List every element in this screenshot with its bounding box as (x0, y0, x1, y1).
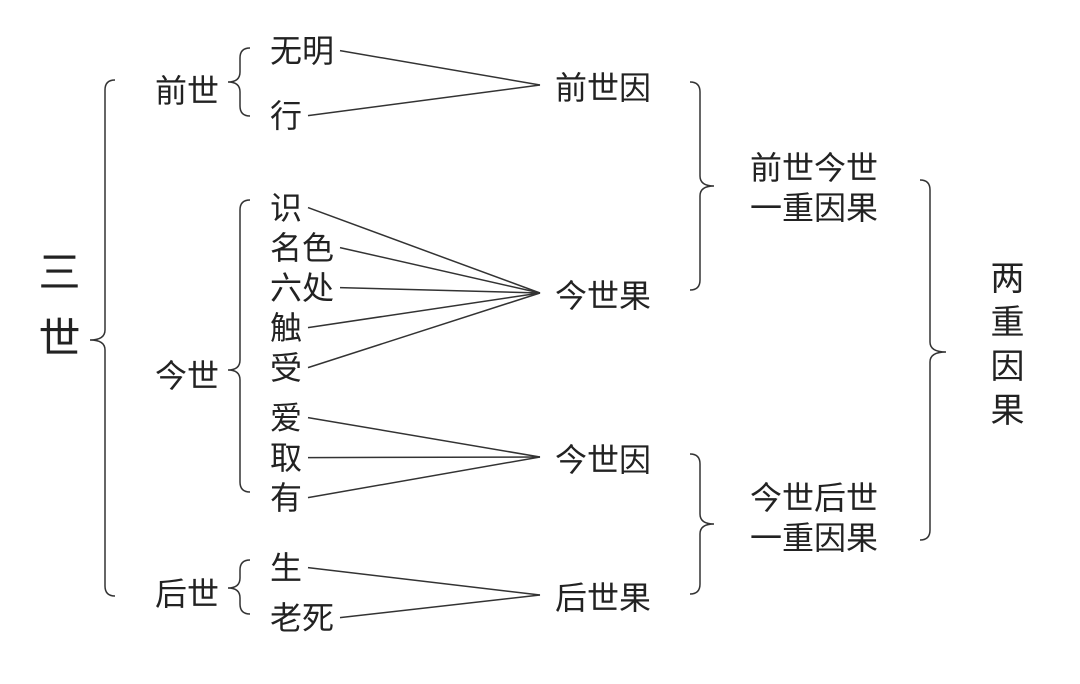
leaf-shou: 受 (270, 350, 302, 382)
mid-present-effect: 今世果 (555, 278, 651, 310)
leaf-sheng: 生 (270, 550, 302, 582)
leaf-mingse: 名色 (270, 230, 334, 262)
leaf-liuchu: 六处 (270, 270, 334, 302)
leaf-xing: 行 (270, 98, 302, 130)
level1-future: 后世 (155, 576, 219, 608)
level1-present: 今世 (155, 358, 219, 390)
mid-present-cause: 今世因 (555, 442, 651, 474)
rgroup-lower-line2: 一重因果 (750, 520, 878, 552)
leaf-wuming: 无明 (270, 33, 334, 65)
leaf-ai: 爱 (270, 400, 302, 432)
leaf-qu: 取 (270, 440, 302, 472)
diagram-stage: 三世 前世 今世 后世 无明 行 识 名色 六处 触 受 爱 取 有 生 老死 … (0, 0, 1080, 684)
leaf-chu: 触 (270, 310, 302, 342)
leaf-laosi: 老死 (270, 600, 334, 632)
rgroup-upper-line2: 一重因果 (750, 190, 878, 222)
leaf-shi: 识 (270, 190, 302, 222)
mid-past-cause: 前世因 (555, 70, 651, 102)
root-label: 三世 (38, 250, 80, 382)
leaf-you: 有 (270, 480, 302, 512)
rgroup-upper-line1: 前世今世 (750, 150, 878, 182)
rgroup-lower-line1: 今世后世 (750, 480, 878, 512)
level1-past: 前世 (155, 73, 219, 105)
right-root-label: 两重因果 (990, 260, 1024, 436)
mid-future-effect: 后世果 (555, 580, 651, 612)
